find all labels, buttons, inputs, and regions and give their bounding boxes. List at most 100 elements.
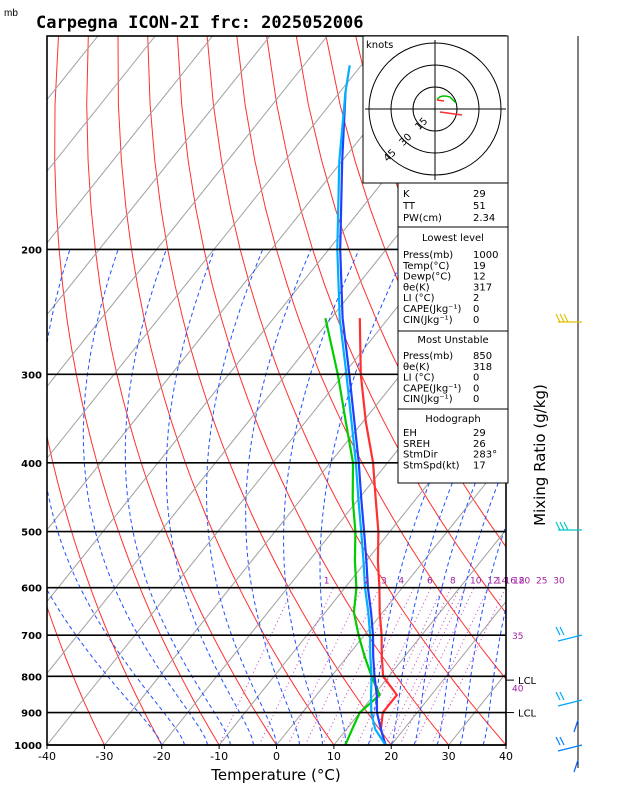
most-unstable-row-label: Press(mb) bbox=[403, 351, 453, 362]
dry-adiabat bbox=[295, 36, 506, 548]
isotherm bbox=[103, 242, 506, 745]
isotherm bbox=[47, 36, 328, 388]
isotherm bbox=[47, 36, 443, 531]
moist-adiabat bbox=[319, 249, 408, 745]
x-tick-label: 20 bbox=[384, 750, 398, 763]
index-tt-label: TT bbox=[402, 201, 416, 212]
index-pw-label: PW(cm) bbox=[403, 213, 442, 224]
isotherm bbox=[47, 36, 271, 316]
isotherm bbox=[47, 36, 156, 173]
pressure-tick-label: 200 bbox=[21, 245, 42, 256]
mixing-ratio-line bbox=[258, 587, 334, 745]
isotherm bbox=[276, 457, 506, 745]
hodograph-heading: Hodograph bbox=[425, 414, 480, 425]
wind-barb-feather bbox=[555, 736, 561, 746]
wind-barb-feather bbox=[559, 626, 565, 636]
sounding-series bbox=[324, 65, 399, 745]
moist-adiabat bbox=[47, 588, 163, 745]
mixing-ratio-label: 16 bbox=[504, 577, 516, 587]
most-unstable-row-value: 0 bbox=[473, 394, 479, 405]
mixing-ratio-label: 8 bbox=[450, 577, 456, 587]
hodograph-row-value: 17 bbox=[473, 460, 486, 471]
x-tick-label: -30 bbox=[95, 750, 113, 763]
most-unstable-row-value: 850 bbox=[473, 351, 492, 362]
mixing-ratio-label: 4 bbox=[398, 577, 404, 587]
index-pw-value: 2.34 bbox=[473, 213, 495, 224]
wind-barb-feather bbox=[555, 691, 561, 701]
lowest-level-row-value: 1000 bbox=[473, 250, 498, 261]
mixing-ratio-line bbox=[385, 587, 461, 745]
index-k-label: K bbox=[403, 189, 410, 200]
lcl-label: LCL bbox=[518, 676, 537, 687]
wind-barb-feather bbox=[559, 736, 565, 746]
isotherm bbox=[333, 529, 506, 745]
moist-adiabat bbox=[436, 462, 506, 745]
x-tick-label: -10 bbox=[210, 750, 228, 763]
moist-adiabat bbox=[283, 249, 360, 745]
dry-adiabat bbox=[176, 36, 449, 745]
storm-motion-vector bbox=[439, 111, 463, 116]
chart-title: Carpegna ICON-2I frc: 2025052006 bbox=[36, 13, 364, 33]
pressure-tick-label: 500 bbox=[21, 528, 42, 539]
lowest-level-rows: Press(mb) 1000 Temp(°C) 19 Dewp(°C) 12 θe(K) 31… bbox=[402, 250, 498, 326]
isotherm bbox=[47, 170, 506, 745]
most-unstable-rows: Press(mb) 850 θe(K) 318 LI (°C) 0 CAPE(Jkg⁻¹) 0… bbox=[403, 351, 492, 405]
mixing-ratio-label: 25 bbox=[536, 577, 547, 587]
wind-barb-feather bbox=[559, 313, 565, 323]
lcl-label: LCL bbox=[518, 709, 537, 720]
lowest-level-row-value: 0 bbox=[473, 315, 479, 326]
x-axis-title: Temperature (°C) bbox=[210, 766, 340, 784]
lowest-level-row-label: Temp(°C) bbox=[402, 261, 450, 272]
mixing-ratio-line bbox=[430, 587, 506, 745]
hodograph-units: knots bbox=[366, 40, 393, 51]
most-unstable-row-label: θe(K) bbox=[403, 362, 430, 373]
dry-adiabat bbox=[236, 36, 506, 680]
lowest-level-row-label: θe(K) bbox=[403, 282, 430, 293]
mixing-ratio-line bbox=[390, 587, 466, 745]
pressure-tick-label: 400 bbox=[21, 459, 42, 470]
mixing-ratio-label: 20 bbox=[519, 577, 531, 587]
dry-adiabat bbox=[47, 605, 105, 745]
moist-adiabat bbox=[47, 249, 186, 745]
mixing-ratio-label: 1 bbox=[324, 577, 330, 587]
most-unstable-row-label: CIN(Jkg⁻¹) bbox=[403, 394, 453, 405]
isotherm bbox=[47, 36, 99, 101]
wind-barb bbox=[557, 634, 583, 642]
pressure-tick-label: 700 bbox=[21, 631, 42, 642]
mixing-ratio-label: 14 bbox=[496, 577, 508, 587]
lowest-level-row-label: CAPE(Jkg⁻¹) bbox=[403, 304, 461, 315]
moist-adiabat bbox=[459, 523, 506, 745]
lowest-level-row-label: Dewp(°C) bbox=[403, 272, 451, 283]
mixing-ratio-line bbox=[287, 587, 363, 745]
hodograph-row-value: 29 bbox=[473, 428, 486, 439]
hodograph-rows: EH 29 SREH 26 StmDir 283° StmSpd(kt) 17 bbox=[403, 428, 497, 471]
lowest-level-row-label: LI (°C) bbox=[403, 293, 435, 304]
pressure-tick-label: 800 bbox=[21, 672, 42, 683]
hodograph-trace bbox=[436, 95, 457, 104]
hodograph-row-value: 283° bbox=[473, 450, 497, 461]
moist-adiabat bbox=[205, 249, 277, 745]
wind-barb bbox=[573, 759, 579, 773]
mixing-ratio-line bbox=[356, 587, 432, 745]
wind-barb-feather bbox=[555, 313, 561, 323]
dry-adiabat bbox=[86, 36, 277, 745]
lowest-level-row-value: 12 bbox=[473, 272, 486, 283]
plot-background-lines bbox=[47, 36, 618, 745]
mixing-ratio-label: Mixing Ratio (g/kg) bbox=[531, 384, 549, 526]
mixing-ratio-label: 40 bbox=[512, 685, 524, 695]
wind-barb bbox=[557, 699, 583, 707]
mixing-ratio-label: 35 bbox=[512, 632, 523, 642]
dry-adiabat bbox=[564, 36, 618, 745]
mixing-ratio-line bbox=[413, 587, 489, 745]
moist-adiabat bbox=[482, 604, 506, 745]
mixing-ratio-line bbox=[321, 587, 398, 745]
mixing-ratio-label: 30 bbox=[553, 577, 565, 587]
pressure-tick-label: 900 bbox=[21, 709, 42, 720]
most-unstable-row-value: 318 bbox=[473, 362, 492, 373]
lowest-level-row-label: CIN(Jkg⁻¹) bbox=[403, 315, 453, 326]
dry-adiabat bbox=[206, 36, 506, 745]
wind-barb-feather bbox=[559, 521, 565, 531]
